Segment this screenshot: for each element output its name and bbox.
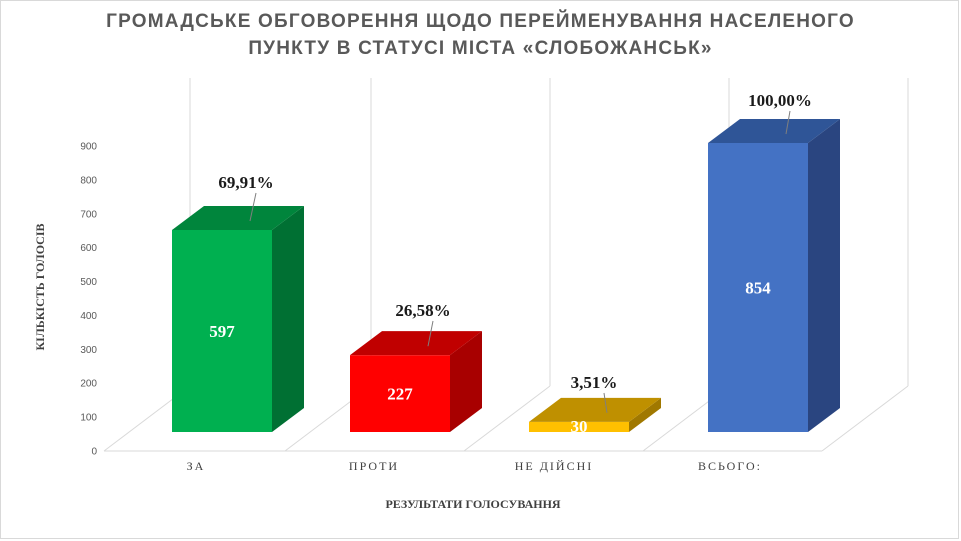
bar-side	[808, 119, 840, 432]
y-tick-label: 500	[80, 277, 97, 288]
chart-title: ГРОМАДСЬКЕ ОБГОВОРЕННЯ ЩОДО ПЕРЕЙМЕНУВАН…	[0, 8, 961, 62]
bar-3: 30 3,51%	[529, 373, 661, 436]
chart-bars: 597 69,91% 227 26,58% 30 3,51% 854 100,00%	[172, 91, 840, 436]
bar-percent-label: 69,91%	[218, 173, 273, 192]
percent-leader-line	[785, 110, 791, 135]
y-axis-ticks: 0 100 200 300 400 500 600 700 800 900	[80, 142, 97, 458]
bar-front	[708, 143, 808, 432]
bar-value-label: 227	[387, 385, 413, 404]
y-axis-title: КІЛЬКІСТЬ ГОЛОСІВ	[33, 223, 47, 350]
bar-4: 854 100,00%	[708, 91, 840, 432]
x-category-label: ЗА	[187, 459, 206, 473]
bar-top	[529, 397, 661, 422]
x-category-label: ВСЬОГО:	[698, 459, 762, 473]
y-tick-label: 900	[80, 142, 97, 153]
bar-top	[172, 205, 304, 230]
bar-percent-label: 100,00%	[748, 91, 812, 110]
bar-top	[708, 119, 840, 143]
x-axis-title: РЕЗУЛЬТАТИ ГОЛОСУВАННЯ	[385, 497, 560, 511]
bar-value-label: 597	[209, 322, 235, 341]
y-tick-label: 600	[80, 243, 97, 254]
bar-2: 227 26,58%	[350, 301, 482, 432]
bar-1: 597 69,91%	[172, 173, 304, 432]
bar-front	[529, 421, 629, 432]
y-tick-label: 200	[80, 379, 97, 390]
y-tick-label: 800	[80, 175, 97, 186]
gridline-floor	[463, 385, 551, 452]
gridline-floor	[821, 385, 909, 452]
y-tick-label: 400	[80, 311, 97, 322]
bar-value-label: 30	[571, 417, 588, 436]
bar-top	[350, 331, 482, 356]
chart-title-line-1: ГРОМАДСЬКЕ ОБГОВОРЕННЯ ЩОДО ПЕРЕЙМЕНУВАН…	[106, 11, 855, 32]
y-tick-label: 100	[80, 413, 97, 424]
x-axis-categories: ЗА ПРОТИ НЕ ДІЙСНІ ВСЬОГО:	[187, 459, 762, 473]
x-category-label: ПРОТИ	[349, 459, 399, 473]
y-tick-label: 700	[80, 209, 97, 220]
x-category-label: НЕ ДІЙСНІ	[515, 459, 594, 473]
bar-side	[450, 331, 482, 432]
bar-front	[350, 355, 450, 432]
chart-title-line-2: ПУНКТУ В СТАТУСІ МІСТА «СЛОБОЖАНСЬК»	[248, 38, 713, 59]
bar-value-label: 854	[745, 279, 771, 298]
bar-side	[629, 397, 661, 432]
y-tick-label: 300	[80, 345, 97, 356]
y-tick-label: 0	[91, 447, 97, 458]
bar-front	[172, 229, 272, 432]
bar-side	[272, 205, 304, 432]
bar-percent-label: 3,51%	[571, 373, 618, 392]
percent-leader-line	[427, 320, 434, 347]
percent-leader-line	[603, 392, 608, 413]
percent-leader-line	[249, 192, 257, 222]
bar-percent-label: 26,58%	[395, 301, 450, 320]
